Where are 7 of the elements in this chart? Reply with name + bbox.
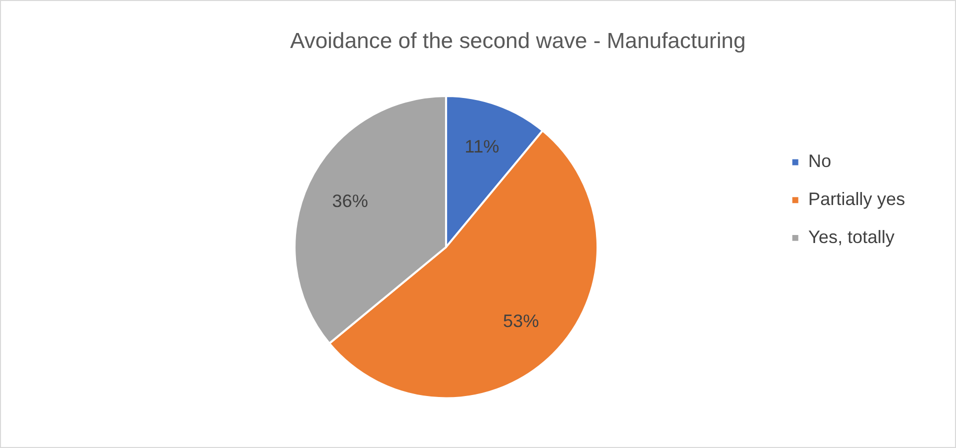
legend-label: Partially yes	[808, 189, 906, 210]
data-label: 53%	[503, 310, 540, 331]
data-label: 11%	[464, 136, 500, 157]
legend-label: No	[808, 151, 832, 172]
chart-title: Avoidance of the second wave - Manufacturing	[290, 28, 746, 54]
legend-label: Yes, totally	[808, 226, 894, 247]
data-label: 36%	[332, 191, 368, 211]
